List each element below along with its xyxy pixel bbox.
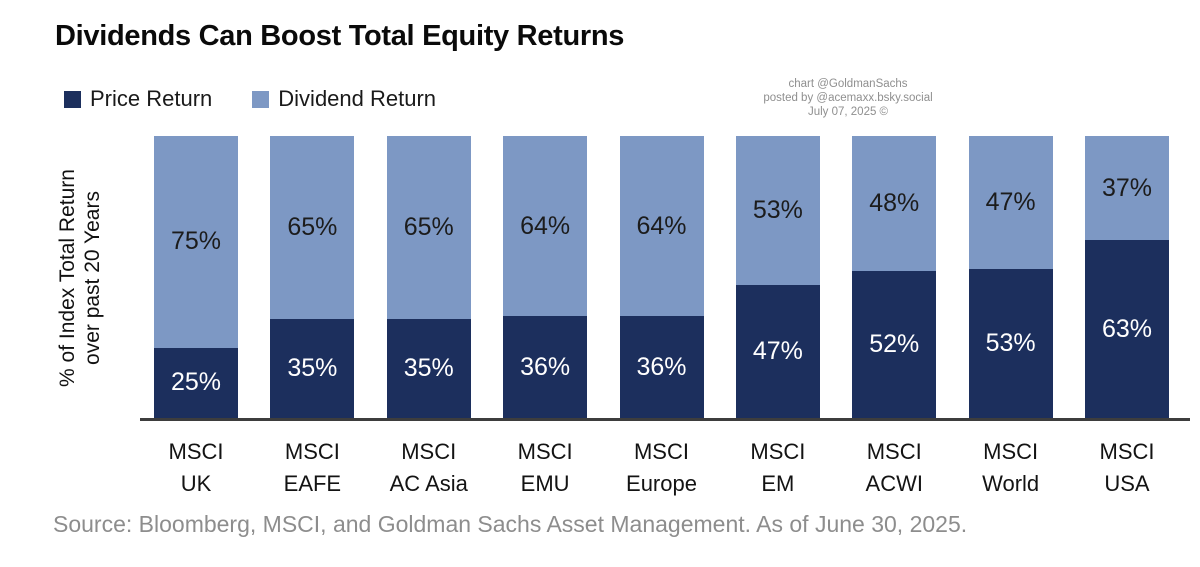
x-axis-tick-label: MSCI UK bbox=[168, 439, 224, 496]
x-axis-tick-label: MSCI Europe bbox=[626, 439, 697, 496]
dividend-return-value-label: 37% bbox=[1101, 173, 1153, 202]
dividend-return-segment: 65% bbox=[270, 136, 355, 320]
dividend-return-value-label: 64% bbox=[636, 211, 687, 240]
price-return-value-label: 35% bbox=[287, 354, 338, 383]
dividend-return-value-label: 53% bbox=[752, 196, 803, 225]
dividend-return-value-label: 47% bbox=[985, 187, 1036, 216]
price-return-segment: 53% bbox=[968, 268, 1053, 418]
dividend-return-segment: 75% bbox=[154, 136, 238, 348]
price-return-segment: 63% bbox=[1085, 240, 1169, 418]
dividend-return-segment: 64% bbox=[503, 136, 588, 317]
price-return-value-label: 63% bbox=[1101, 314, 1153, 343]
bar-column: 48% 52% bbox=[852, 136, 937, 418]
y-axis-label-line-1: % of Index Total Return bbox=[56, 169, 79, 387]
dividend-return-value-label: 48% bbox=[869, 189, 920, 218]
bar-column: 75% 25% bbox=[154, 136, 238, 418]
dividend-return-segment: 53% bbox=[735, 136, 820, 286]
bar-column: 64% 36% bbox=[503, 136, 588, 418]
x-axis-tick-cell: MSCI EM bbox=[736, 436, 820, 500]
price-return-value-label: 47% bbox=[752, 337, 803, 366]
price-return-segment: 25% bbox=[154, 347, 238, 418]
dividend-return-value-label: 65% bbox=[287, 213, 338, 242]
x-axis-tick-label: MSCI EM bbox=[750, 439, 806, 496]
bar-column: 64% 36% bbox=[619, 136, 704, 418]
x-axis-tick-label: MSCI AC Asia bbox=[389, 439, 468, 496]
legend-item-price-return: Price Return bbox=[64, 86, 212, 112]
dividend-return-segment: 47% bbox=[968, 136, 1053, 269]
legend: Price Return Dividend Return bbox=[64, 86, 436, 112]
price-return-value-label: 53% bbox=[985, 328, 1036, 357]
bar-column: 65% 35% bbox=[270, 136, 355, 418]
attribution-line-1: chart @GoldmanSachs bbox=[788, 78, 908, 90]
attribution-note: chart @GoldmanSachs posted by @acemaxx.b… bbox=[700, 77, 996, 119]
legend-label-price-return: Price Return bbox=[90, 86, 213, 111]
legend-item-dividend-return: Dividend Return bbox=[252, 86, 436, 112]
bar-column: 47% 53% bbox=[968, 136, 1053, 418]
x-axis-tick-cell: MSCI World bbox=[969, 436, 1053, 500]
dividend-return-value-label: 65% bbox=[403, 213, 454, 242]
dividend-return-segment: 48% bbox=[852, 136, 937, 272]
dividend-return-segment: 37% bbox=[1085, 136, 1169, 241]
x-axis-tick-cell: MSCI Europe bbox=[620, 436, 704, 500]
chart-title: Dividends Can Boost Total Equity Returns bbox=[55, 20, 625, 52]
price-return-segment: 35% bbox=[270, 319, 355, 418]
dividend-return-segment: 65% bbox=[386, 136, 471, 320]
x-axis-tick-cell: MSCI EAFE bbox=[270, 436, 354, 500]
x-axis-tick-label: MSCI EMU bbox=[517, 439, 573, 496]
y-axis-label: % of Index Total Return over past 20 Yea… bbox=[55, 133, 105, 423]
bar-column: 65% 35% bbox=[386, 136, 471, 418]
price-return-segment: 52% bbox=[852, 271, 937, 418]
x-axis-tick-cell: MSCI USA bbox=[1085, 436, 1169, 500]
y-axis-label-line-2: over past 20 Years bbox=[81, 191, 104, 365]
x-axis-tick-label: MSCI USA bbox=[1099, 439, 1155, 496]
x-axis-tick-cell: MSCI UK bbox=[154, 436, 238, 500]
price-return-value-label: 36% bbox=[520, 352, 571, 381]
price-return-swatch-icon bbox=[64, 90, 81, 108]
price-return-value-label: 25% bbox=[170, 368, 222, 397]
legend-label-dividend-return: Dividend Return bbox=[278, 86, 437, 111]
x-axis-tick-labels: MSCI UK MSCI EAFE MSCI AC Asia MSCI EMU MSCI Euro… bbox=[140, 436, 1190, 500]
price-return-value-label: 52% bbox=[869, 330, 920, 359]
price-return-value-label: 36% bbox=[636, 352, 687, 381]
x-axis-tick-label: MSCI World bbox=[982, 439, 1040, 496]
dividend-return-swatch-icon bbox=[252, 90, 270, 108]
attribution-line-3: July 07, 2025 © bbox=[807, 106, 889, 118]
price-return-value-label: 35% bbox=[403, 354, 454, 383]
price-return-segment: 47% bbox=[735, 285, 820, 418]
dividend-return-value-label: 75% bbox=[170, 227, 222, 256]
x-axis-tick-label: MSCI EAFE bbox=[283, 439, 342, 496]
dividend-return-value-label: 64% bbox=[520, 211, 571, 240]
plot-area: 75% 25% 65% 35% 65% 35% 64% 36% 64% 36% 53% 47% 48% 5… bbox=[140, 136, 1190, 421]
bar-column: 53% 47% bbox=[735, 136, 820, 418]
price-return-segment: 35% bbox=[386, 319, 471, 418]
dividend-return-segment: 64% bbox=[619, 136, 704, 317]
x-axis-tick-cell: MSCI ACWI bbox=[852, 436, 936, 500]
x-axis-tick-cell: MSCI AC Asia bbox=[387, 436, 471, 500]
source-note: Source: Bloomberg, MSCI, and Goldman Sac… bbox=[53, 511, 968, 537]
price-return-segment: 36% bbox=[619, 316, 704, 418]
bar-column: 37% 63% bbox=[1085, 136, 1169, 418]
attribution-line-2: posted by @acemaxx.bsky.social bbox=[763, 92, 933, 104]
x-axis-tick-label: MSCI ACWI bbox=[865, 439, 923, 496]
price-return-segment: 36% bbox=[503, 316, 588, 418]
x-axis-tick-cell: MSCI EMU bbox=[503, 436, 587, 500]
